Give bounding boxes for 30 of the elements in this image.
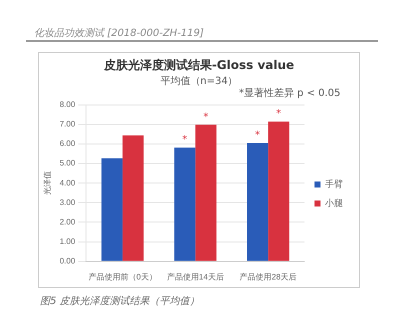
bar bbox=[195, 124, 216, 261]
bar bbox=[174, 148, 196, 261]
y-axis-title: 光泽值 bbox=[43, 171, 52, 196]
bar bbox=[247, 142, 268, 261]
y-tick-label: 3.00 bbox=[60, 198, 76, 207]
bar bbox=[268, 122, 290, 261]
annotation: * bbox=[182, 134, 188, 146]
text: *显著性差异 p < 0.05 bbox=[239, 86, 341, 100]
chart-subtitle: 平均值（n=34） bbox=[159, 75, 239, 88]
legend-label: 手臂 bbox=[325, 178, 343, 189]
x-tick-label: 产品使用14天后 bbox=[166, 272, 224, 282]
annotation: * bbox=[276, 108, 282, 120]
annotation: * bbox=[255, 130, 260, 141]
y-tick-label: 6.00 bbox=[60, 139, 76, 148]
chart-title: 皮肤光泽度测试结果-Gloss value bbox=[102, 57, 296, 74]
x-tick-label: 产品使用前（0天） bbox=[88, 272, 157, 282]
y-tick-label: 0.00 bbox=[60, 256, 76, 266]
bar bbox=[122, 135, 144, 261]
y-tick-label: 8.00 bbox=[60, 100, 76, 110]
y-tick-label: 4.00 bbox=[60, 178, 76, 188]
text: 化妆品功效测试 [2018-000-ZH-119] bbox=[34, 26, 204, 40]
y-tick-label: 2.00 bbox=[60, 217, 76, 226]
y-tick-label: 5.00 bbox=[60, 158, 76, 168]
caption: 图5 皮肤光泽度测试结果（平均值） bbox=[40, 294, 200, 308]
x-tick-label: 产品使用28天后 bbox=[240, 272, 297, 282]
legend-label: 小腿 bbox=[325, 198, 343, 208]
bar bbox=[101, 158, 123, 261]
y-tick-label: 7.00 bbox=[60, 120, 76, 129]
y-tick-label: 1.00 bbox=[60, 237, 76, 246]
annotation: * bbox=[203, 112, 208, 123]
